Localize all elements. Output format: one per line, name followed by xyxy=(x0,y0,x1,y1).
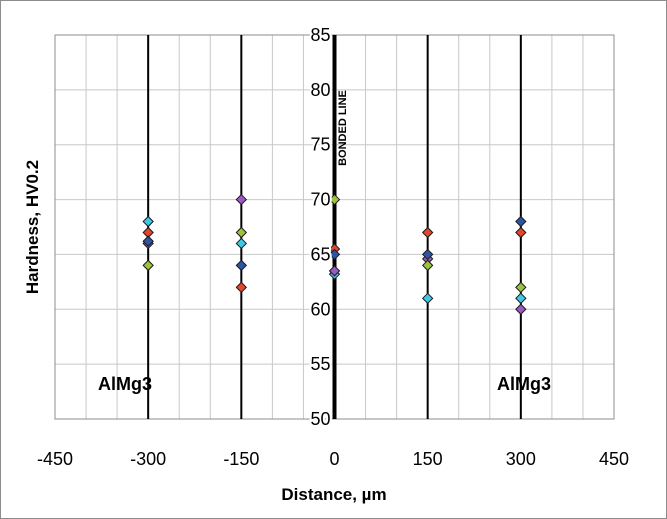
data-point xyxy=(421,248,434,261)
y-axis-title: Hardness, HV0.2 xyxy=(23,160,42,294)
y-tick-label: 50 xyxy=(310,409,330,429)
data-points xyxy=(142,193,527,315)
data-point xyxy=(515,215,527,228)
data-point xyxy=(515,292,527,305)
left-region-label: AlMg3 xyxy=(98,374,152,394)
data-point xyxy=(421,226,434,239)
x-tick-label: 450 xyxy=(599,449,629,469)
data-point xyxy=(142,215,154,228)
y-tick-label: 85 xyxy=(310,25,330,45)
data-point xyxy=(235,237,248,250)
x-tick-labels: -450 -300 -150 0 150 300 450 xyxy=(37,449,629,469)
data-point xyxy=(515,281,527,294)
data-point xyxy=(328,248,341,261)
data-point xyxy=(328,193,341,206)
data-point xyxy=(515,226,527,239)
y-tick-label: 65 xyxy=(310,244,330,264)
y-tick-label: 60 xyxy=(310,299,330,319)
x-tick-label: 150 xyxy=(413,449,443,469)
y-tick-label: 70 xyxy=(310,190,330,210)
y-tick-label: 75 xyxy=(310,135,330,155)
x-axis-title: Distance, µm xyxy=(281,485,386,504)
data-point xyxy=(235,281,248,294)
x-tick-label: 0 xyxy=(329,449,339,469)
data-point xyxy=(235,193,248,206)
y-tick-labels: 50 55 60 65 70 75 80 85 xyxy=(308,23,332,431)
data-point xyxy=(142,259,154,272)
data-point xyxy=(515,303,527,315)
data-point xyxy=(235,259,248,272)
x-tick-label: -300 xyxy=(130,449,166,469)
x-tick-label: 300 xyxy=(506,449,536,469)
data-point xyxy=(235,226,248,239)
bond-line-label: BONDED LINE xyxy=(337,90,349,166)
y-tick-label: 55 xyxy=(310,354,330,374)
data-point xyxy=(328,265,341,277)
data-point xyxy=(421,292,434,305)
y-tick-label: 80 xyxy=(310,80,330,100)
data-point xyxy=(142,235,154,247)
data-point xyxy=(421,259,434,272)
right-region-label: AlMg3 xyxy=(497,374,551,394)
x-tick-label: -150 xyxy=(223,449,259,469)
x-tick-label: -450 xyxy=(37,449,73,469)
